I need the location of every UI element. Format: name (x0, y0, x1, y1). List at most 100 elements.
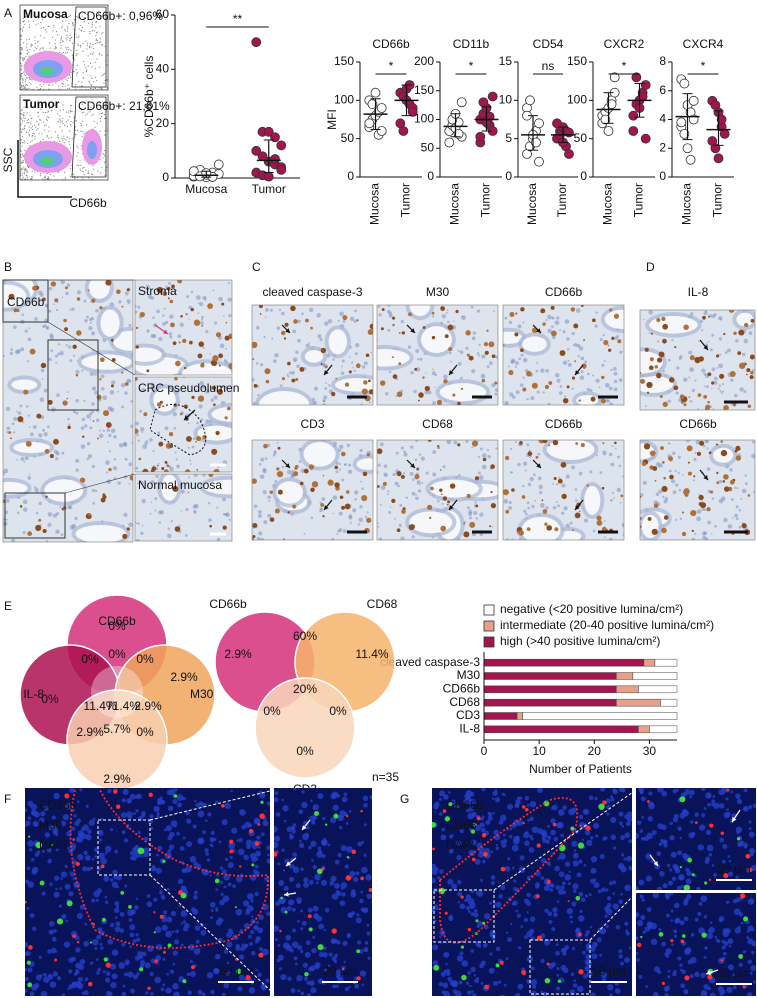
dapi (543, 885, 550, 892)
dapi (154, 976, 162, 984)
dapi (162, 957, 166, 961)
dapi (167, 805, 174, 812)
nucleus (339, 311, 344, 317)
stain (430, 486, 434, 491)
event (76, 145, 78, 147)
event (82, 42, 84, 44)
dapi (60, 820, 67, 827)
stain (25, 440, 32, 447)
dapi (54, 875, 60, 881)
lumen (75, 524, 127, 542)
data-point (682, 143, 693, 154)
dapi (481, 859, 486, 864)
dapi (554, 865, 560, 872)
event (22, 17, 24, 20)
dapi (360, 907, 365, 912)
red-cell (113, 789, 118, 794)
event (29, 114, 31, 116)
event (52, 30, 54, 32)
dapi (566, 908, 573, 915)
dapi (707, 802, 711, 807)
green-cell (558, 844, 566, 852)
stain (45, 495, 48, 498)
nucleus (387, 328, 391, 332)
dapi (254, 891, 259, 897)
event (67, 36, 69, 38)
nucleus (89, 419, 92, 421)
dapi (505, 957, 509, 961)
dapi (49, 882, 53, 887)
event (22, 87, 24, 89)
dapi (285, 934, 292, 941)
dapi (128, 918, 133, 922)
stain (292, 504, 297, 509)
nucleus (655, 492, 660, 496)
dapi (84, 922, 88, 926)
dapi (277, 943, 281, 947)
dapi (612, 903, 619, 910)
nucleus (23, 460, 26, 463)
dapi (342, 940, 348, 946)
dapi (262, 820, 269, 827)
stain (520, 348, 524, 353)
stain (746, 368, 751, 373)
dapi (540, 876, 545, 880)
nucleus (480, 373, 486, 379)
event (81, 104, 84, 106)
dapi (500, 884, 506, 890)
event (44, 176, 46, 178)
stain (342, 315, 348, 321)
nucleus (720, 392, 723, 395)
dapi (351, 911, 356, 916)
nucleus (120, 382, 126, 388)
stain (398, 362, 402, 366)
lumen (211, 406, 232, 422)
nucleus (15, 410, 18, 413)
nucleus (95, 418, 100, 422)
dapi (595, 834, 599, 838)
event (27, 51, 29, 53)
dapi (25, 977, 29, 982)
dapi (296, 974, 303, 982)
nucleus (611, 444, 614, 447)
event (58, 171, 60, 173)
green-cell (577, 842, 585, 849)
nucleus (713, 380, 718, 385)
lumen (100, 309, 120, 337)
stain (716, 480, 719, 483)
dapi (98, 838, 103, 842)
dapi (562, 881, 566, 886)
dapi (637, 820, 642, 825)
event (26, 122, 28, 124)
dapi (546, 861, 551, 866)
nucleus (199, 301, 204, 307)
nucleus (540, 368, 545, 373)
dapi (97, 968, 101, 972)
stain (293, 319, 298, 324)
red-cell (100, 864, 105, 869)
nucleus (47, 512, 53, 517)
nucleus (675, 391, 679, 395)
stain (723, 474, 729, 480)
dapi (223, 949, 229, 954)
event (57, 136, 59, 138)
dapi (620, 853, 625, 857)
dapi (494, 797, 501, 803)
nucleus (278, 308, 282, 312)
nucleus (620, 350, 623, 353)
event (45, 124, 47, 126)
dapi (334, 859, 340, 865)
green-cell (153, 931, 156, 934)
dapi (166, 916, 173, 923)
stain (729, 479, 735, 485)
data-point (713, 153, 724, 164)
stain (749, 375, 754, 380)
event (20, 57, 22, 59)
event (66, 34, 68, 36)
legend-label: negative (<20 positive lumina/cm²) (500, 602, 683, 616)
stain (469, 521, 476, 528)
dapi (177, 878, 184, 885)
dapi (238, 848, 245, 856)
nucleus (113, 476, 117, 480)
dapi (345, 821, 349, 825)
